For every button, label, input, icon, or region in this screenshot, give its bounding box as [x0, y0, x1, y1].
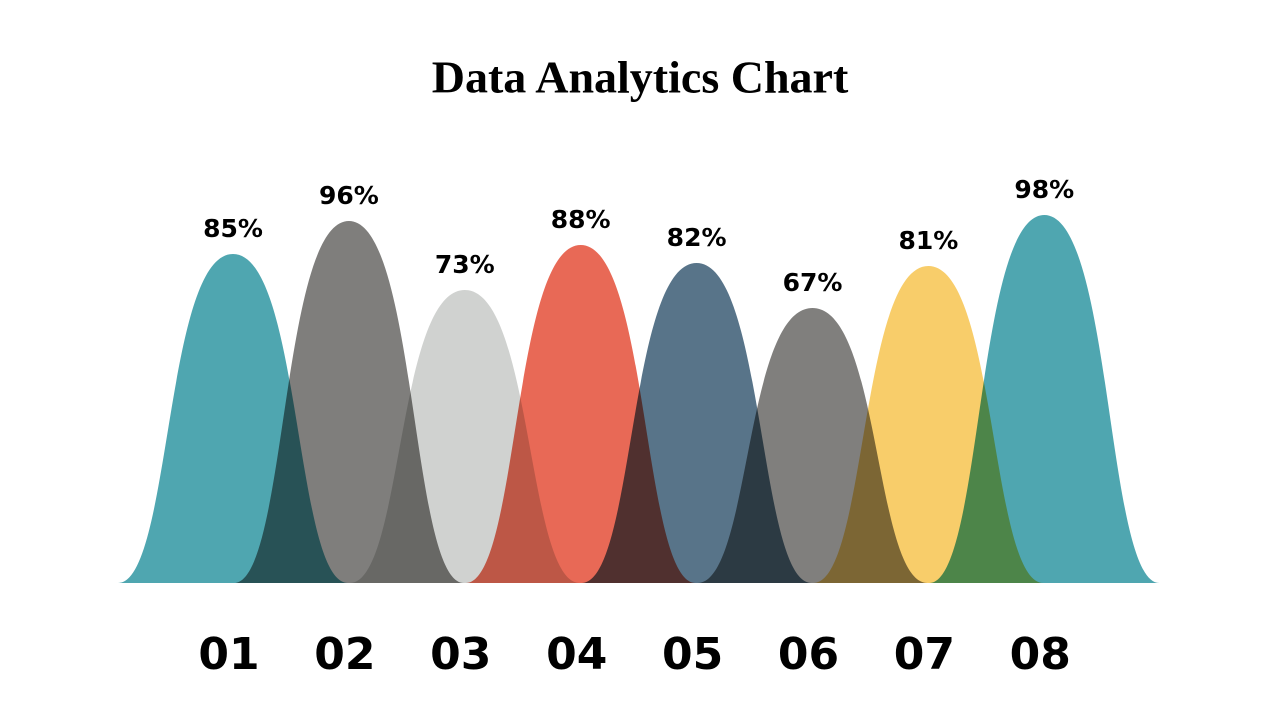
value-label: 88% — [551, 205, 611, 234]
category-label: 08 — [1010, 629, 1071, 680]
value-label: 67% — [783, 268, 843, 297]
category-label: 05 — [662, 629, 723, 680]
value-label: 96% — [319, 181, 379, 210]
category-label: 06 — [778, 629, 839, 680]
chart-title: Data Analytics Chart — [432, 52, 849, 103]
value-label: 73% — [435, 250, 495, 279]
value-label: 85% — [203, 214, 263, 243]
category-label: 07 — [894, 629, 955, 680]
bell — [929, 215, 1160, 583]
category-label: 01 — [198, 629, 259, 680]
plot-area — [118, 215, 1160, 583]
value-label: 82% — [667, 223, 727, 252]
value-label: 81% — [898, 226, 958, 255]
value-label: 98% — [1014, 175, 1074, 204]
category-label: 04 — [546, 629, 607, 680]
category-label: 02 — [314, 629, 375, 680]
category-label: 03 — [430, 629, 491, 680]
